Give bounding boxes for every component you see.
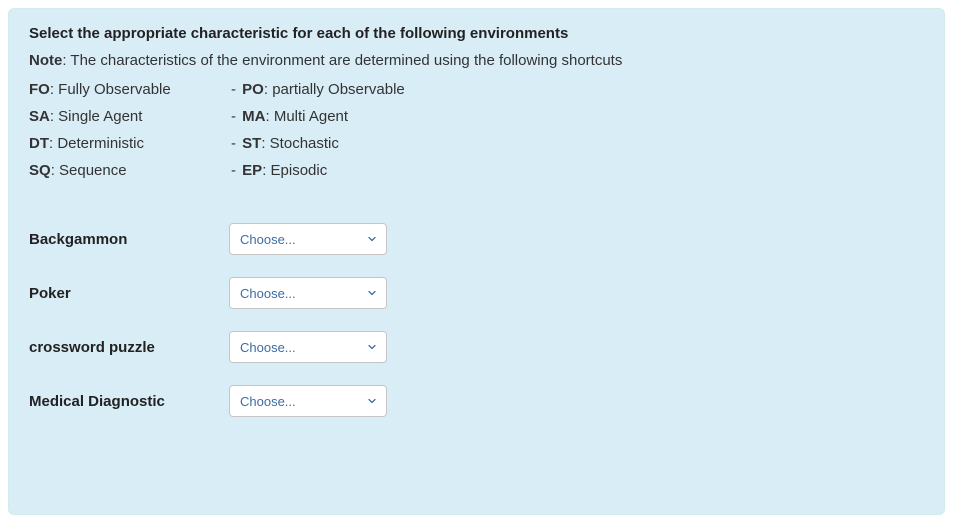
answer-row-backgammon: Backgammon Choose... [29,223,924,255]
legend-abbr: PO [242,81,264,98]
legend-sep: - [229,81,242,98]
chevron-down-icon [366,395,378,407]
answer-row-poker: Poker Choose... [29,277,924,309]
answer-row-medical: Medical Diagnostic Choose... [29,385,924,417]
legend-abbr: ST [242,135,261,152]
chevron-down-icon [366,287,378,299]
chevron-down-icon [366,233,378,245]
answer-label: crossword puzzle [29,339,229,356]
legend: FO: Fully Observable - PO: partially Obs… [29,81,924,179]
note-label: Note [29,52,62,69]
chevron-down-icon [366,341,378,353]
answer-label: Medical Diagnostic [29,393,229,410]
legend-row: FO: Fully Observable - PO: partially Obs… [29,81,924,98]
legend-sep: - [229,108,242,125]
legend-sep: - [229,135,242,152]
legend-text: : Episodic [262,162,327,179]
legend-text: : partially Observable [264,81,405,98]
question-title: Select the appropriate characteristic fo… [29,25,924,42]
legend-row: DT: Deterministic - ST: Stochastic [29,135,924,152]
legend-abbr: EP [242,162,262,179]
legend-abbr: FO [29,81,50,98]
legend-abbr: SA [29,108,50,125]
select-value: Choose... [240,340,296,355]
note-text: : The characteristics of the environment… [62,52,622,69]
legend-abbr: DT [29,135,49,152]
legend-text: : Sequence [51,162,127,179]
legend-row: SA: Single Agent - MA: Multi Agent [29,108,924,125]
select-value: Choose... [240,286,296,301]
question-note: Note: The characteristics of the environ… [29,52,924,69]
answer-select-crossword[interactable]: Choose... [229,331,387,363]
legend-text: : Fully Observable [50,81,171,98]
legend-text: : Deterministic [49,135,144,152]
answer-label: Backgammon [29,231,229,248]
answer-select-backgammon[interactable]: Choose... [229,223,387,255]
legend-row: SQ: Sequence - EP: Episodic [29,162,924,179]
legend-text: : Multi Agent [266,108,349,125]
legend-text: : Single Agent [50,108,143,125]
answers: Backgammon Choose... Poker Choose... [29,223,924,417]
answer-label: Poker [29,285,229,302]
legend-sep: - [229,162,242,179]
legend-abbr: SQ [29,162,51,179]
question-panel: Select the appropriate characteristic fo… [8,8,945,515]
answer-select-medical[interactable]: Choose... [229,385,387,417]
select-value: Choose... [240,232,296,247]
legend-text: : Stochastic [261,135,339,152]
select-value: Choose... [240,394,296,409]
legend-abbr: MA [242,108,265,125]
answer-row-crossword: crossword puzzle Choose... [29,331,924,363]
answer-select-poker[interactable]: Choose... [229,277,387,309]
